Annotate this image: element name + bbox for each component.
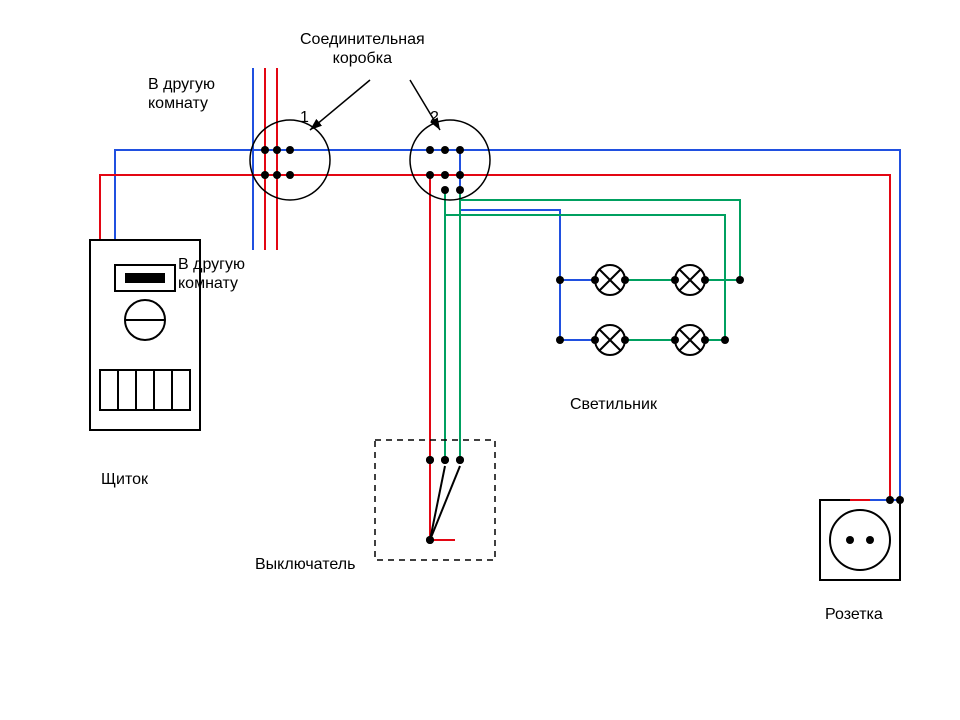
label-box2: 2	[430, 108, 439, 127]
label-other-room-bot: В другую комнату	[178, 255, 245, 293]
label-panel: Щиток	[101, 470, 148, 489]
label-junction-title: Соединительная коробка	[300, 30, 425, 68]
label-box1: 1	[300, 108, 309, 127]
wiring-diagram	[0, 0, 960, 720]
label-switch: Выключатель	[255, 555, 355, 574]
label-other-room-top: В другую комнату	[148, 75, 215, 113]
label-lamp: Светильник	[570, 395, 657, 414]
label-socket: Розетка	[825, 605, 883, 624]
